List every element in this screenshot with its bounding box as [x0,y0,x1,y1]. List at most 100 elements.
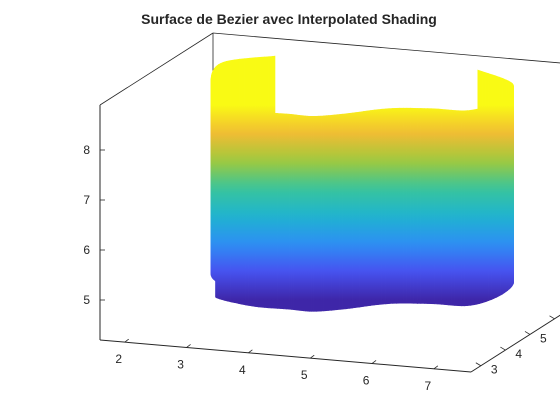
x-tick-label: 7 [425,379,432,393]
surface-strip [496,100,500,298]
z-tick-label: 6 [83,243,90,257]
x-tick-label: 5 [301,368,308,382]
surface-strip [381,108,386,305]
surface-strip [277,113,282,309]
chart-title: Surface de Bezier avec Interpolated Shad… [141,11,437,27]
surface-strip [406,107,411,304]
surface-strip [464,110,469,307]
box-edge-top-left [99,32,214,106]
surface-strip [493,101,497,299]
surface-strip [413,107,418,304]
x-tick-mark [186,344,191,348]
surface-strip [454,110,459,307]
surface-strip [245,109,250,306]
surface-strip [348,112,353,309]
surface-strip [270,112,275,309]
surface-strip [482,106,487,304]
x-tick-mark [124,338,129,343]
axis-ticks: 234567345675678 [83,143,555,393]
surface-strip [218,103,222,300]
surface-strip [274,112,278,309]
surface-strip [434,108,439,305]
surface-strip [498,99,502,297]
surface-strip [370,109,375,306]
surface-strip [323,115,327,312]
surface-strip [309,116,312,312]
z-tick-label: 5 [83,293,90,307]
surface-strip [331,114,335,311]
box-edge-top-back [212,32,560,64]
surface-strip [359,111,364,308]
surface-strip [313,116,317,312]
surface-strip [488,104,492,302]
surface-strip [248,110,253,307]
surface-strip [430,108,435,305]
y-tick-label: 4 [515,347,522,361]
surface-strip [388,108,394,304]
y-tick-mark [500,346,506,351]
surface-strip [224,104,228,302]
surface-strip [485,105,489,303]
surface-strip [362,110,368,307]
surface-strip [234,107,239,304]
surface-strip [410,107,415,304]
surface-strip [403,107,408,304]
surface-strip [286,113,290,310]
z-tick-label: 7 [83,193,90,207]
bezier-surface [210,55,515,312]
surface-strip [280,113,285,310]
surface-strip [307,115,310,312]
surface-strip [336,114,341,311]
axes-box-front [99,105,560,373]
y-tick-mark [524,331,531,335]
surface-strip [374,109,379,306]
x-tick-label: 2 [115,352,122,366]
surface-strip [377,108,383,305]
surface-strip [366,110,372,307]
surface-strip [342,113,347,310]
surface-strip [333,114,338,311]
surface-strip [461,110,465,307]
surface-strip [420,108,425,304]
surface-strip [318,115,322,312]
surface-strip [447,109,452,306]
surface-strip [241,108,246,306]
surface-strip [457,110,462,307]
surface-strip [328,114,332,311]
surface-strip [491,102,495,301]
surface-strip [427,108,432,305]
surface-strip [261,111,266,308]
surface-strip [392,107,397,304]
surface-strip [288,113,292,310]
surface-strip [311,116,315,312]
surface-strip [417,108,422,304]
surface-strip [264,112,269,309]
surface-strip [251,110,256,307]
surface-strip [315,115,320,312]
x-axis-line [99,339,472,373]
surface-strip [291,114,295,311]
x-tick-mark [433,365,439,370]
surface-strip [476,108,481,305]
surface-strip [437,108,442,305]
surface-strip [355,111,360,308]
surface-strip [345,113,350,310]
surface-strip [293,114,297,311]
surface-strip [230,106,235,303]
surface-strip [470,109,475,306]
x-tick-mark [309,354,315,359]
surface-strip [423,108,429,304]
surface-strip [467,109,472,306]
surface-strip [283,113,287,310]
y-tick-mark [549,315,555,320]
surface-strip [339,113,344,310]
x-tick-mark [248,349,253,354]
surface-strip [479,107,484,304]
surface-strip [399,107,404,304]
y-tick-mark [475,362,482,367]
z-tick-label: 8 [83,143,90,157]
surface-strip [451,109,456,306]
surface-strip [254,111,259,308]
surface-strip [395,107,401,304]
